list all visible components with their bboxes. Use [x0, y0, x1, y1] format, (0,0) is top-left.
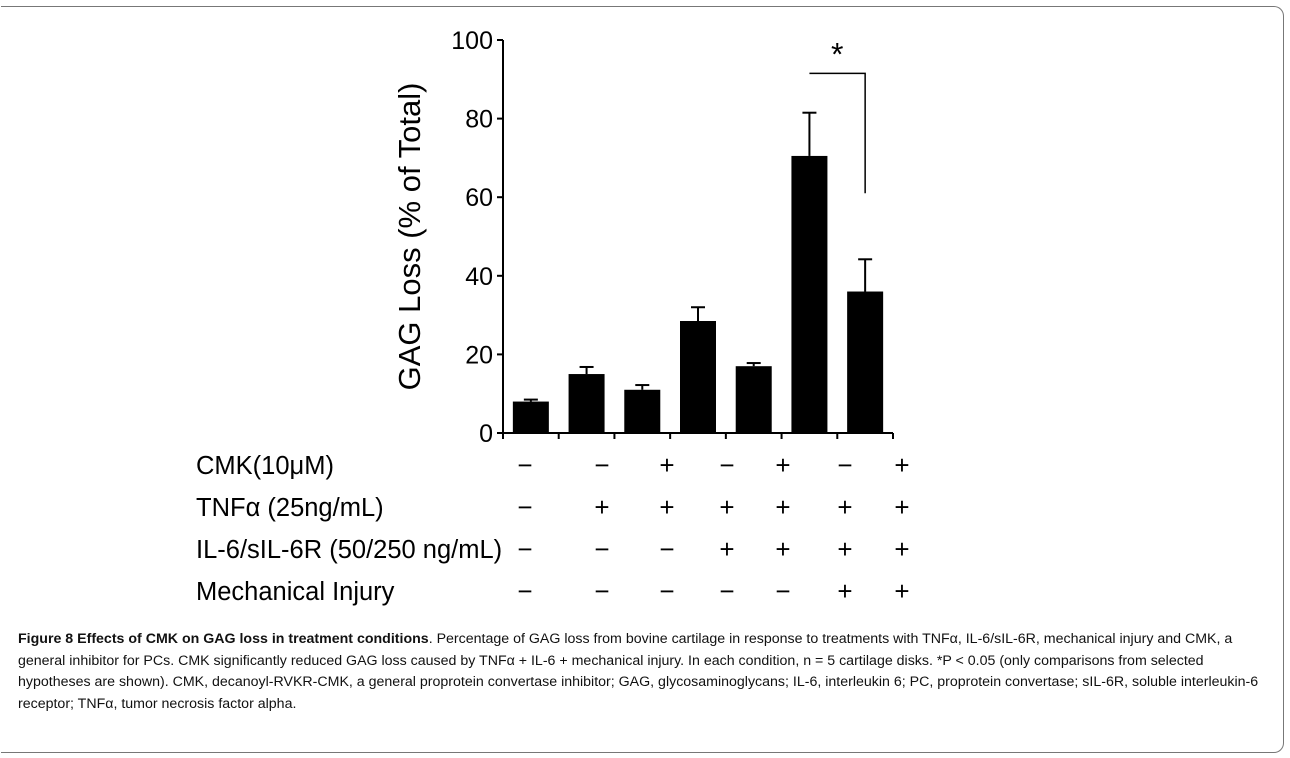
condition-label: Mechanical Injury — [196, 578, 395, 606]
condition-sign: + — [719, 534, 734, 564]
caption-title: Figure 8 Effects of CMK on GAG loss in t… — [18, 631, 429, 647]
condition-sign: + — [775, 492, 790, 522]
bar — [568, 374, 605, 433]
bar — [735, 366, 772, 433]
condition-sign: + — [894, 576, 909, 606]
figure-caption: Figure 8 Effects of CMK on GAG loss in t… — [18, 629, 1270, 715]
condition-sign: + — [775, 450, 790, 480]
figure-frame — [1, 6, 1284, 753]
y-axis-title: GAG Loss (% of Total) — [392, 83, 427, 391]
condition-sign: − — [517, 576, 532, 606]
bar — [680, 320, 716, 433]
condition-sign: + — [837, 534, 852, 564]
condition-sign: − — [837, 450, 852, 480]
y-tick-label: 100 — [451, 27, 493, 55]
condition-sign: − — [659, 534, 674, 564]
condition-sign: − — [719, 450, 734, 480]
y-tick-label: 60 — [465, 184, 493, 212]
condition-sign: − — [517, 450, 532, 480]
condition-sign: + — [775, 534, 790, 564]
condition-sign: + — [659, 450, 674, 480]
y-tick-label: 0 — [479, 420, 493, 448]
caption-text: . Percentage of GAG loss from bovine car… — [18, 631, 1259, 712]
condition-sign: − — [594, 450, 609, 480]
condition-sign: + — [894, 492, 909, 522]
condition-sign: + — [837, 492, 852, 522]
condition-sign: + — [894, 534, 909, 564]
condition-label: IL-6/sIL-6R (50/250 ng/mL) — [196, 536, 502, 564]
condition-sign: − — [517, 492, 532, 522]
condition-sign: − — [719, 576, 734, 606]
bar — [791, 155, 828, 433]
condition-sign: − — [594, 576, 609, 606]
bar — [512, 401, 549, 433]
condition-label: CMK(10μM) — [196, 452, 334, 480]
condition-sign: + — [719, 492, 734, 522]
condition-label: TNFα (25ng/mL) — [196, 494, 384, 522]
bar — [847, 291, 884, 433]
significance-label: * — [831, 36, 843, 72]
y-tick-label: 20 — [465, 341, 493, 369]
condition-sign: − — [659, 576, 674, 606]
condition-sign: + — [659, 492, 674, 522]
significance-bracket — [809, 72, 866, 194]
condition-sign: − — [775, 576, 790, 606]
condition-sign: + — [894, 450, 909, 480]
y-tick-label: 40 — [465, 263, 493, 291]
bar-chart: 0 20 40 60 80 100 GAG Loss (% of Total) * CMK(10… — [196, 27, 910, 606]
condition-sign: − — [517, 534, 532, 564]
condition-sign: − — [594, 534, 609, 564]
y-tick-label: 80 — [465, 106, 493, 134]
bar — [624, 389, 661, 433]
condition-sign: + — [594, 492, 609, 522]
condition-sign: + — [837, 576, 852, 606]
